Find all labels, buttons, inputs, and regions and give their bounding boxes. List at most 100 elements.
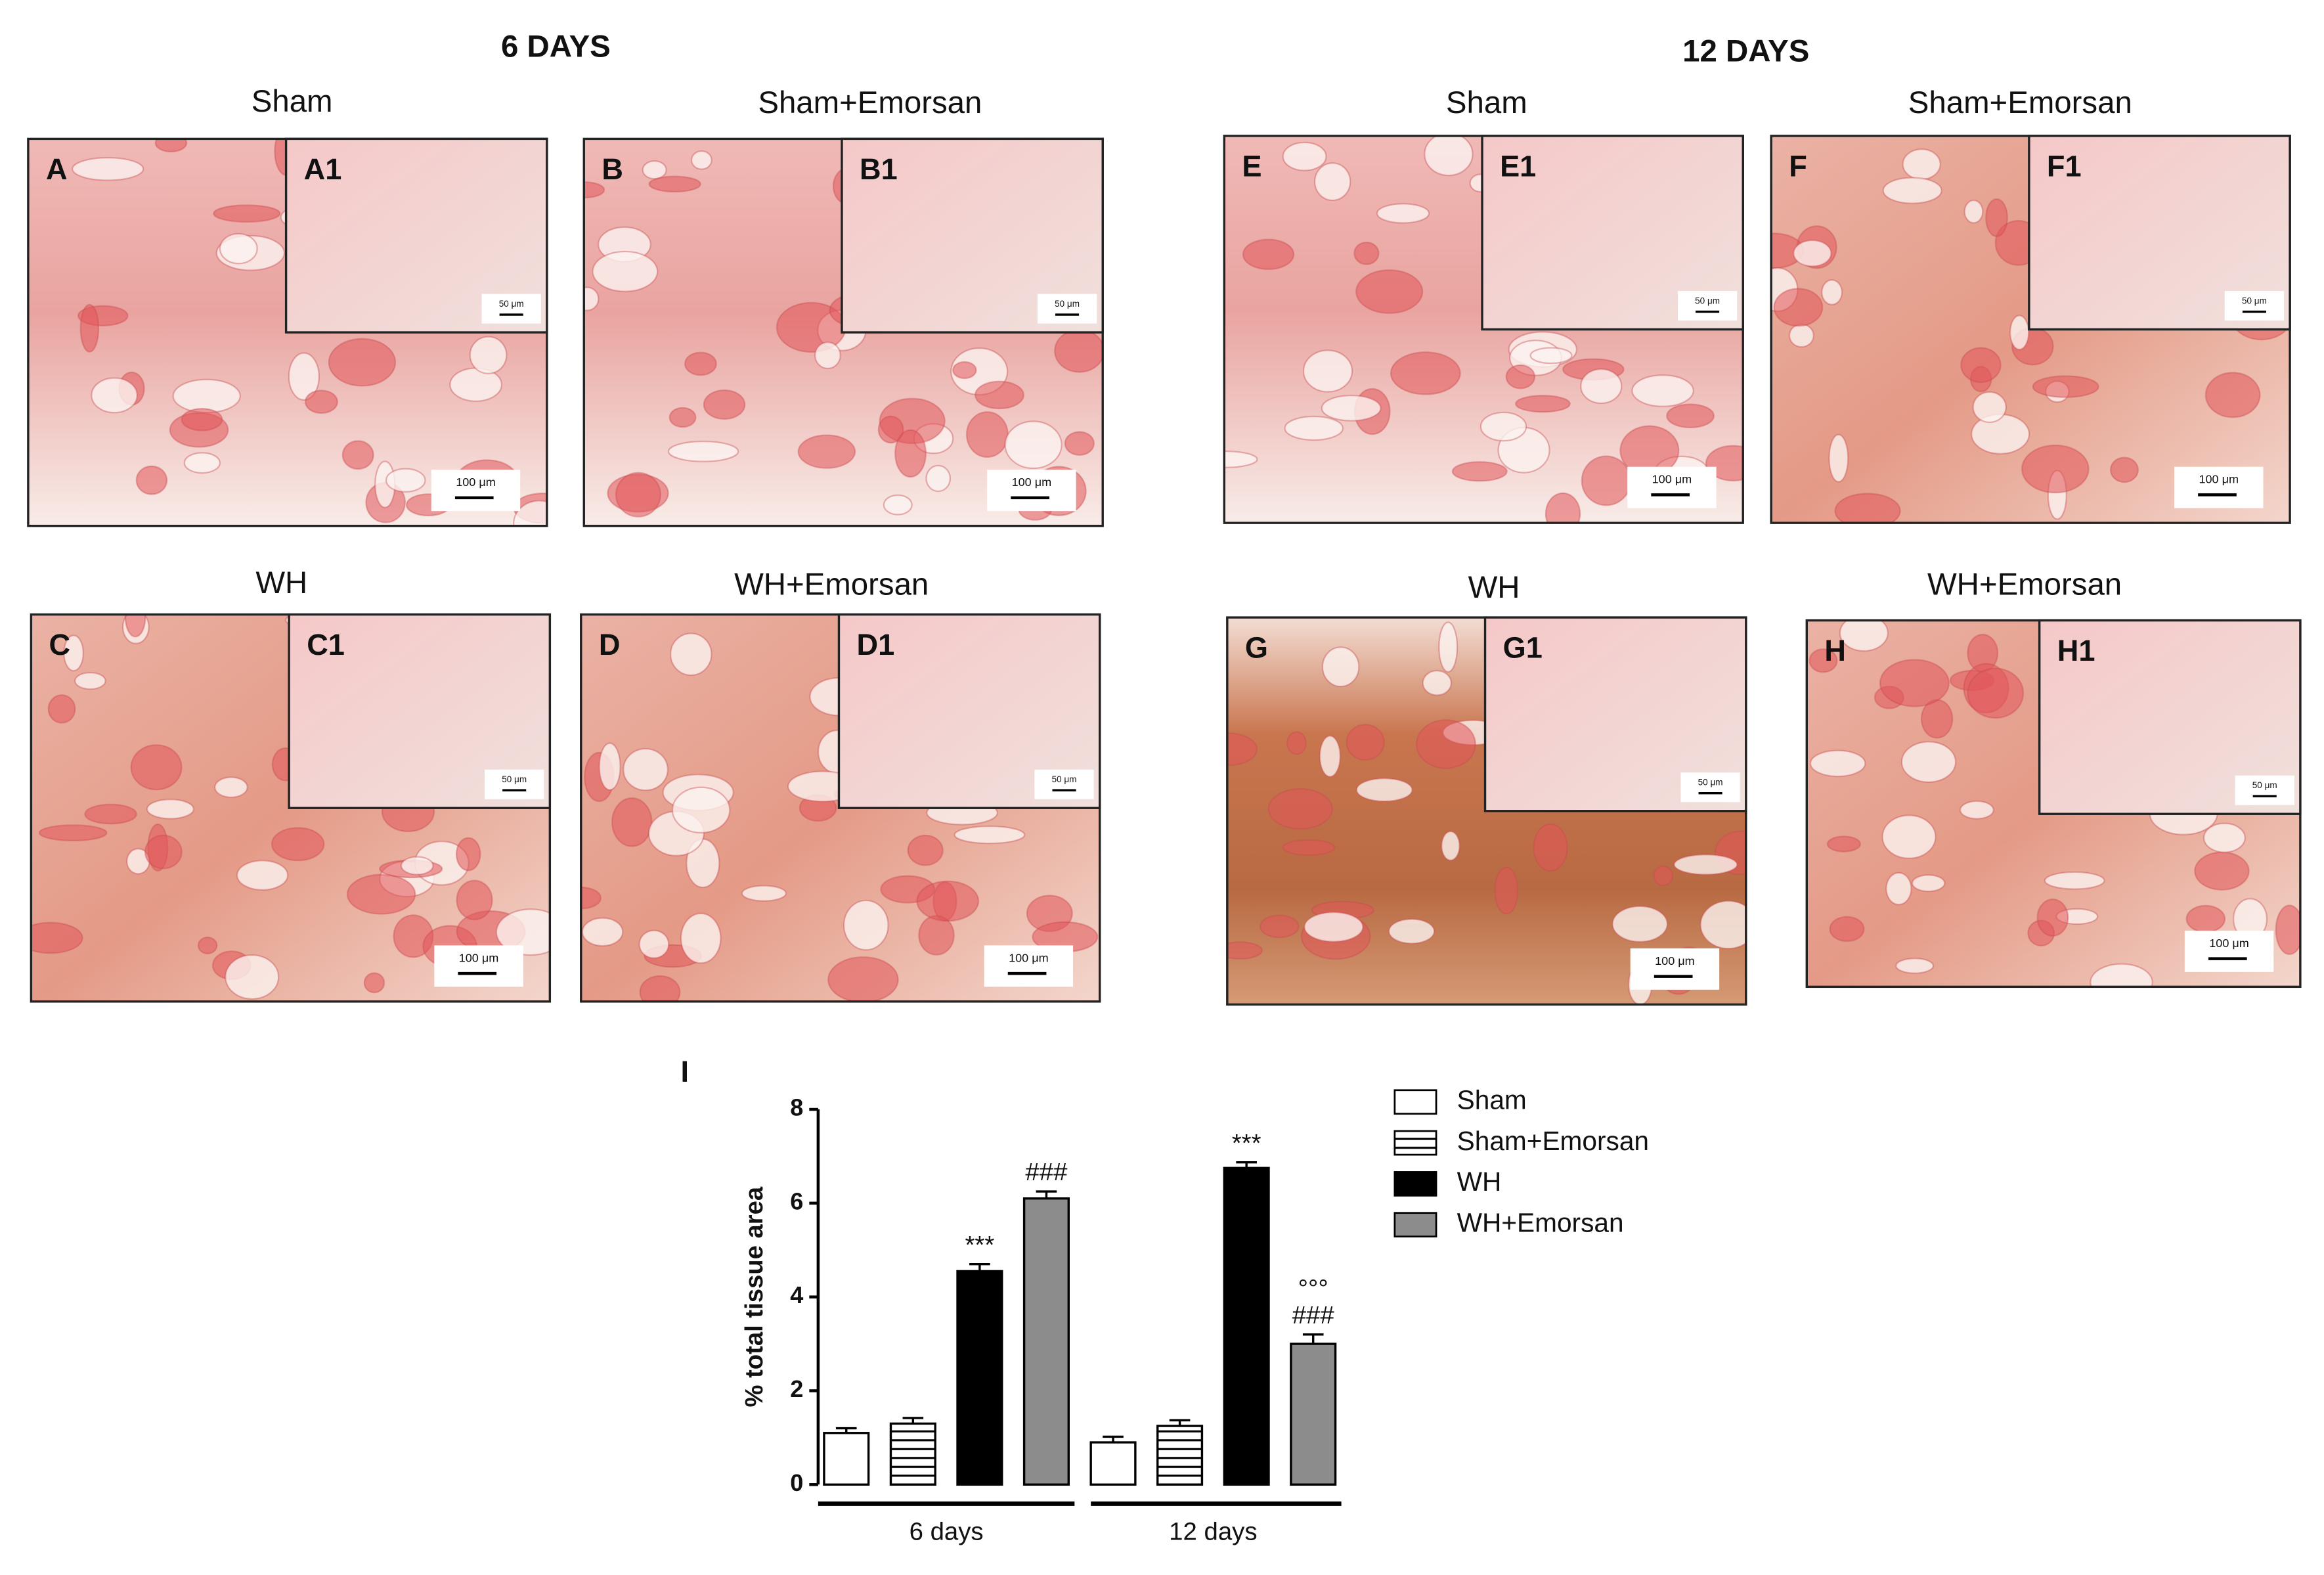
tissue-cell [146, 799, 194, 820]
tissue-cell [2204, 372, 2261, 418]
main-scale: 100 μm [1012, 476, 1052, 489]
tissue-cell [1259, 914, 1300, 939]
panel-title: WH [255, 566, 307, 600]
tissue-cell [213, 204, 281, 223]
legend-swatch [1393, 1171, 1437, 1197]
legend-label: WH+Emorsan [1457, 1207, 1624, 1237]
tissue-cell [1529, 347, 1573, 365]
tissue-cell [214, 776, 248, 799]
tissue-cell [1580, 368, 1623, 405]
inset-scale: 50 μm [499, 299, 524, 309]
tissue-cell [135, 465, 168, 495]
panel-label: G [1245, 631, 1268, 665]
tissue-cell [966, 411, 1009, 458]
tissue-cell [1809, 648, 1838, 673]
tissue-cell [1963, 199, 1984, 224]
scale-box [434, 945, 523, 987]
tissue-cell [741, 885, 787, 902]
tissue-cell [455, 837, 481, 872]
tissue-cell [513, 500, 547, 526]
tissue-cell [1611, 905, 1669, 943]
bar [1022, 1197, 1070, 1486]
tissue-cell [47, 694, 76, 724]
bar [1089, 1441, 1137, 1486]
tissue-cell [1286, 731, 1307, 755]
inset-label: E1 [1500, 149, 1536, 183]
tissue-cell [1441, 830, 1460, 861]
bar [889, 1422, 936, 1486]
y-axis-label: % total tissue area [740, 1186, 768, 1407]
tissue-cell [304, 389, 338, 414]
tissue-cell [1451, 461, 1508, 482]
panel-title: WH+Emorsan [1927, 567, 2122, 602]
y-tick-label: 8 [790, 1094, 803, 1121]
scale-box [2184, 930, 2274, 972]
tissue-cell [581, 917, 624, 947]
tissue-cell [328, 338, 397, 387]
tissue-cell [1515, 395, 1571, 413]
tissue-cell [669, 632, 713, 677]
tissue-cell [1900, 741, 1957, 783]
inset-scale: 50 μm [1052, 774, 1077, 784]
bar [823, 1432, 870, 1486]
panel-label: I [680, 1055, 689, 1088]
scale-box [485, 769, 544, 799]
tissue-cell [1828, 433, 1849, 483]
tissue-cell [1699, 900, 1746, 950]
tissue-cell [38, 824, 108, 841]
tissue-cell [288, 352, 320, 401]
tissue-cell [1631, 374, 1694, 407]
inset-scale: 50 μm [2242, 296, 2267, 305]
inset-scale: 50 μm [502, 774, 527, 784]
tissue-cell [925, 464, 952, 493]
tissue-cell [954, 825, 1026, 845]
tissue-cell [2090, 963, 2153, 987]
tissue-cell [1545, 492, 1581, 523]
tissue-cell [1960, 347, 2002, 384]
tissue-cell [172, 378, 241, 414]
tissue-cell [400, 856, 434, 876]
tissue-cell [2021, 444, 2090, 494]
legend-swatch [1393, 1089, 1437, 1115]
y-tick-label: 0 [790, 1469, 803, 1496]
significance-mark: ### [1292, 1301, 1335, 1329]
tissue-cell [611, 797, 653, 847]
scale-box [1677, 291, 1738, 321]
panel-title: Sham+Emorsan [758, 85, 982, 120]
tissue-cell [1834, 493, 1901, 523]
tissue-cell [154, 139, 188, 153]
panel-label: D [599, 628, 621, 661]
main-scale: 100 μm [1652, 473, 1692, 486]
inset-label: H1 [2057, 634, 2095, 667]
scale-box [481, 294, 541, 324]
significance-mark: *** [965, 1231, 994, 1259]
panel-label: C [49, 628, 70, 661]
y-tick-label: 2 [790, 1375, 803, 1402]
scale-box [1627, 466, 1717, 508]
tissue-cell [1581, 455, 1632, 506]
tissue-cell [1829, 916, 1865, 943]
scale-box [1680, 772, 1740, 803]
panel-title: WH [1468, 570, 1520, 605]
tissue-cell [669, 407, 697, 428]
micrograph: H H1 50 μm 100 μm [1805, 619, 2302, 988]
tissue-cell [1972, 391, 2007, 424]
tissue-cell [1533, 823, 1568, 872]
tissue-cell [1881, 814, 1937, 859]
micrograph: F F1 50 μm 100 μm [1770, 135, 2291, 524]
column-heading: 12 DAYS [1682, 34, 1809, 69]
tissue-cell [1902, 148, 1941, 181]
legend-swatch [1393, 1130, 1437, 1156]
tissue-cell [31, 921, 83, 954]
inset-label: G1 [1503, 631, 1543, 665]
tissue-cell [1355, 778, 1413, 803]
tissue-cell [1480, 411, 1527, 442]
inset-scale: 50 μm [2252, 780, 2277, 790]
tissue-cell [1302, 349, 1353, 393]
tissue-cell [827, 956, 899, 1002]
tissue-cell [363, 972, 385, 994]
tissue-cell [1809, 749, 1866, 778]
main-scale: 100 μm [2199, 473, 2239, 486]
tissue-cell [1282, 839, 1336, 856]
tissue-cell [1064, 431, 1095, 456]
